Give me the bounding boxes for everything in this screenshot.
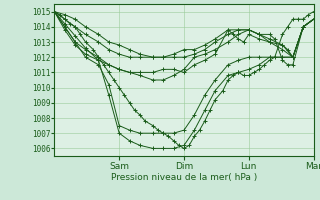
X-axis label: Pression niveau de la mer( hPa ): Pression niveau de la mer( hPa ) [111, 173, 257, 182]
